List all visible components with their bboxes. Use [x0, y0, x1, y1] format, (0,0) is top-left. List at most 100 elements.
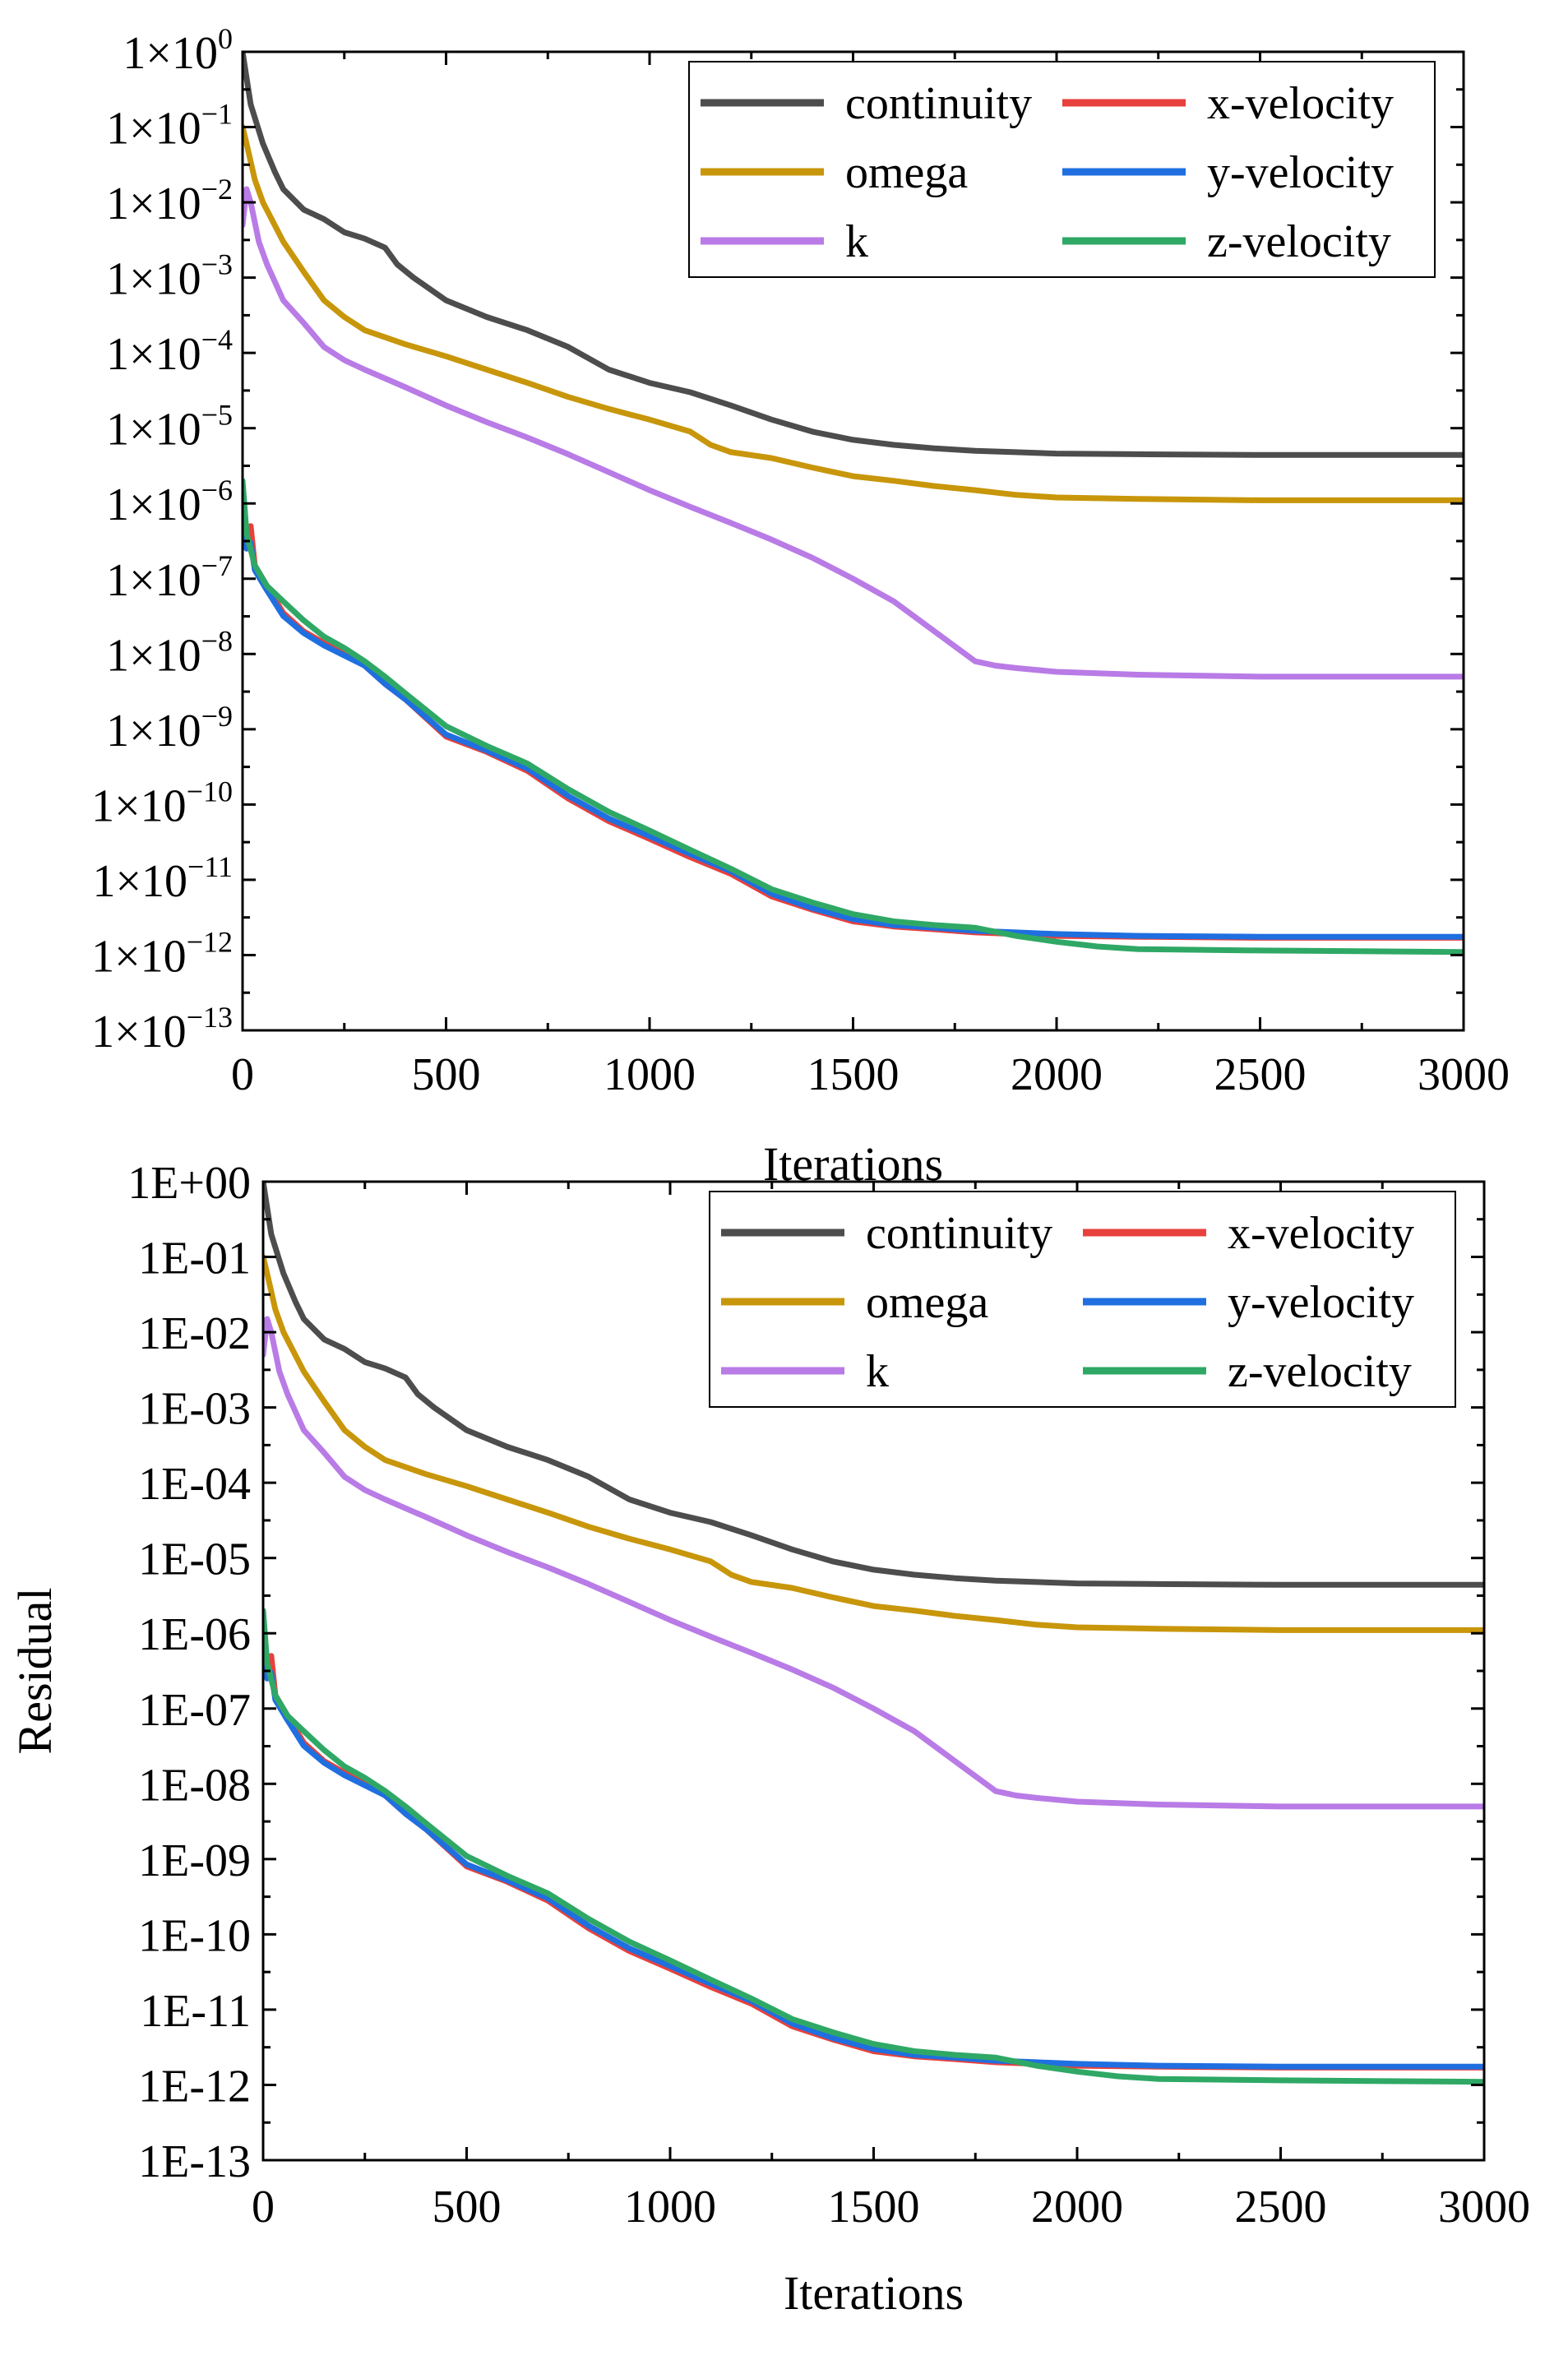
x-tick-label: 3000: [1418, 1049, 1510, 1100]
series-line-omega: [263, 1254, 1484, 1633]
y-tick-label: 1E-13: [138, 2136, 251, 2187]
legend-label-omega: omega: [845, 147, 968, 198]
x-tick-label: 2000: [1031, 2182, 1123, 2233]
y-tick-label: 1×10−3: [106, 248, 233, 305]
y-tick-exponent: −5: [201, 399, 233, 432]
y-tick-exponent: 0: [218, 22, 233, 55]
y-tick-label: 1E-01: [138, 1233, 251, 1284]
legend-label-k: k: [866, 1346, 889, 1397]
legend-label-omega: omega: [866, 1277, 988, 1328]
y-tick-mantissa: 1×10: [106, 405, 201, 456]
y-tick-mantissa: 1×10: [106, 479, 201, 530]
y-tick-label: 1×10−4: [106, 323, 233, 380]
x-tick-label: 1000: [604, 1049, 696, 1100]
y-tick-label: 1E-11: [140, 1986, 251, 2037]
y-tick-mantissa: 1×10: [106, 254, 201, 305]
x-tick-label: 0: [231, 1049, 254, 1100]
x-tick-label: 1000: [624, 2182, 716, 2233]
y-tick-exponent: −7: [201, 549, 233, 582]
chart-panel-1: 0 500 1000 1500 2000 2500 30001×1001×10−11×10−…: [91, 22, 1510, 1191]
series-group: [263, 1182, 1484, 2085]
y-tick-label: 1E+00: [127, 1158, 251, 1209]
y-tick-label: 1E-05: [138, 1534, 251, 1585]
y-tick-label: 1×10−13: [91, 1001, 233, 1057]
y-tick-exponent: −10: [187, 775, 233, 807]
x-axis-title: Iterations: [784, 2266, 964, 2320]
y-tick-label: 1E-03: [138, 1384, 251, 1435]
legend: continuity omega k x-velocity y-velocity z-ve…: [709, 1191, 1456, 1408]
x-tick-label: 0: [252, 2182, 275, 2233]
y-tick-mantissa: 1×10: [123, 28, 218, 79]
legend-label-y-velocity: y-velocity: [1207, 147, 1394, 198]
y-tick-label: 1×10−6: [106, 474, 233, 530]
y-tick-exponent: −6: [201, 474, 233, 507]
series-line-k: [263, 1316, 1484, 1810]
series-line-z-velocity: [263, 1608, 1484, 2085]
y-tick-label: 1×10−1: [106, 98, 233, 155]
y-tick-exponent: −8: [201, 624, 233, 657]
y-tick-label: 1E-10: [138, 1910, 251, 1961]
series-line-k: [243, 186, 1464, 680]
legend-label-z-velocity: z-velocity: [1207, 216, 1391, 267]
legend-label-y-velocity: y-velocity: [1228, 1277, 1414, 1328]
y-tick-mantissa: 1×10: [106, 329, 201, 380]
series-line-omega: [243, 124, 1464, 503]
y-tick-label: 1E-06: [138, 1609, 251, 1660]
y-tick-mantissa: 1×10: [91, 780, 187, 831]
y-tick-exponent: −11: [187, 850, 233, 883]
x-tick-label: 2500: [1214, 1049, 1307, 1100]
x-tick-label: 1500: [828, 2182, 920, 2233]
y-tick-label: 1×10−2: [106, 173, 233, 229]
legend-label-continuity: continuity: [845, 78, 1032, 129]
y-tick-mantissa: 1×10: [106, 104, 201, 155]
y-tick-mantissa: 1×10: [106, 555, 201, 606]
chart-panel-2: 0 500 1000 1500 2000 2500 3000 1E+00 1E-01 1E-02 1…: [8, 1158, 1530, 2320]
x-tick-label: 3000: [1438, 2182, 1530, 2233]
y-tick-label: 1×10−9: [106, 700, 233, 757]
y-tick-exponent: −12: [187, 925, 233, 958]
series-line-continuity: [263, 1182, 1484, 1588]
y-tick-label: 1×10−8: [106, 624, 233, 681]
x-tick-label: 1500: [807, 1049, 900, 1100]
series-line-continuity: [243, 52, 1464, 458]
series-line-z-velocity: [243, 478, 1464, 956]
legend: continuity omega k x-velocity y-velocity z-ve…: [688, 61, 1436, 278]
y-tick-exponent: −1: [201, 98, 233, 131]
y-tick-label: 1E-12: [138, 2061, 251, 2112]
legend-label-x-velocity: x-velocity: [1228, 1208, 1414, 1259]
y-tick-exponent: −2: [201, 173, 233, 206]
y-tick-exponent: −13: [187, 1001, 233, 1034]
x-tick-label: 2000: [1011, 1049, 1103, 1100]
y-tick-label: 1×10−12: [91, 925, 233, 982]
y-tick-label: 1E-07: [138, 1685, 251, 1736]
y-tick-label: 1E-09: [138, 1835, 251, 1886]
y-axis-title: Residual: [8, 1588, 62, 1755]
y-tick-mantissa: 1×10: [106, 706, 201, 757]
y-tick-label: 1×10−7: [106, 549, 233, 606]
legend-label-continuity: continuity: [866, 1208, 1052, 1259]
y-tick-label: 1E-04: [138, 1459, 251, 1510]
x-tick-label: 2500: [1235, 2182, 1327, 2233]
y-tick-mantissa: 1×10: [91, 1006, 187, 1057]
y-tick-mantissa: 1×10: [106, 178, 201, 229]
legend-label-x-velocity: x-velocity: [1207, 78, 1394, 129]
legend-label-z-velocity: z-velocity: [1228, 1346, 1412, 1397]
y-tick-exponent: −4: [201, 323, 233, 356]
legend-label-k: k: [845, 216, 868, 267]
series-group: [243, 52, 1464, 956]
x-tick-label: 500: [432, 2182, 502, 2233]
y-tick-mantissa: 1×10: [106, 630, 201, 681]
y-tick-label: 1×100: [123, 22, 233, 79]
x-tick-label: 500: [412, 1049, 481, 1100]
y-tick-mantissa: 1×10: [92, 856, 187, 907]
y-tick-label: 1E-08: [138, 1760, 251, 1811]
y-tick-mantissa: 1×10: [91, 931, 187, 982]
y-tick-label: 1×10−5: [106, 399, 233, 456]
y-tick-exponent: −9: [201, 700, 233, 733]
y-tick-label: 1E-02: [138, 1308, 251, 1359]
y-tick-label: 1×10−10: [91, 775, 233, 831]
y-tick-label: 1×10−11: [92, 850, 233, 907]
y-tick-exponent: −3: [201, 248, 233, 281]
